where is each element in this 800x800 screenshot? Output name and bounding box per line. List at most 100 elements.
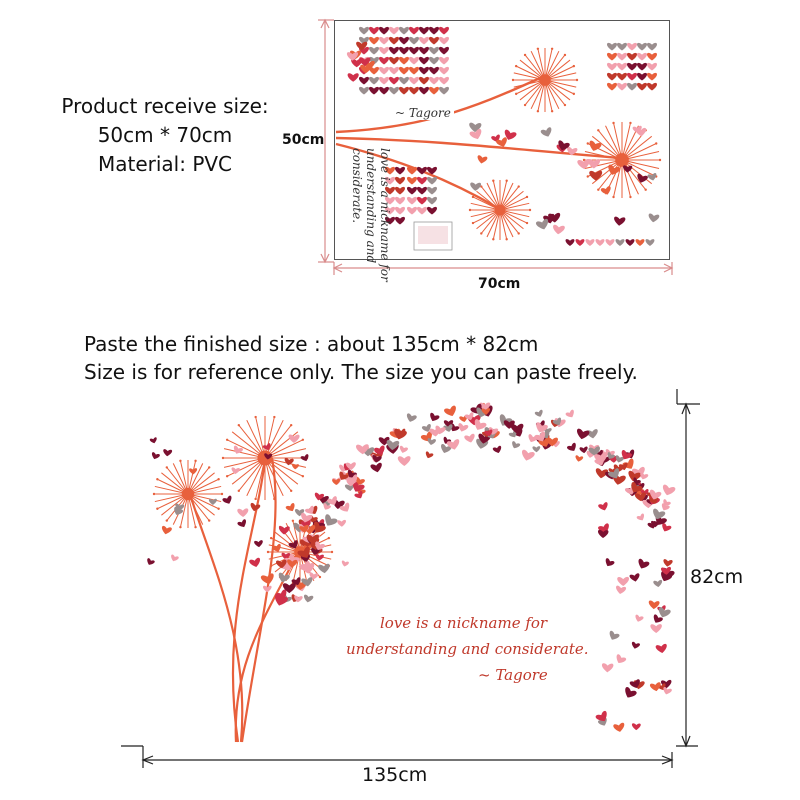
- heart-shape: [426, 176, 438, 185]
- heart-shape: [418, 36, 430, 45]
- heart-shape: [606, 72, 618, 81]
- heart-shape: [613, 722, 625, 732]
- heart-shape: [428, 66, 440, 75]
- dandelion-seed: [289, 423, 293, 427]
- heart-shape: [398, 66, 410, 75]
- dandelion-seed: [156, 507, 159, 510]
- heart-shape: [616, 42, 628, 51]
- dandelion-seed: [582, 158, 586, 162]
- heart-shape: [653, 508, 666, 520]
- heart-shape: [586, 429, 598, 439]
- heart-shape: [281, 552, 291, 560]
- heart-shape: [621, 449, 632, 460]
- heart-shape: [416, 186, 428, 195]
- heart-shape: [282, 583, 296, 594]
- heart-shape: [358, 76, 370, 85]
- heart-shape: [311, 548, 320, 556]
- heart-shape: [323, 502, 331, 510]
- heart-shape: [416, 196, 428, 205]
- heart-shape: [616, 62, 628, 71]
- heart-shape: [346, 479, 356, 487]
- heart-shape: [208, 498, 217, 505]
- heart-shape: [291, 463, 299, 470]
- heart-shape: [285, 502, 295, 512]
- heart-shape: [368, 56, 380, 65]
- heart-shape: [378, 66, 390, 75]
- heart-shape: [426, 206, 438, 215]
- heart-shape: [394, 196, 406, 205]
- heart-shape: [575, 239, 585, 246]
- heart-shape: [601, 663, 614, 673]
- heart-shape: [626, 62, 638, 71]
- heart-shape: [303, 594, 314, 603]
- heart-shape: [406, 176, 418, 185]
- dandelion-seed: [550, 47, 554, 51]
- heart-shape: [634, 492, 646, 502]
- heart-shape: [388, 46, 400, 55]
- heart-shape: [649, 682, 661, 692]
- heart-shape: [636, 72, 648, 81]
- heart-shape: [607, 452, 616, 459]
- heart-shape: [284, 457, 294, 466]
- heart-shape: [588, 446, 601, 456]
- heart-shape: [579, 446, 588, 454]
- heart-shape: [416, 166, 428, 175]
- heart-shape: [374, 446, 385, 456]
- heart-shape: [474, 419, 487, 430]
- heart-shape: [552, 417, 562, 426]
- heart-shape: [368, 36, 380, 45]
- dandelion-center: [494, 204, 506, 216]
- heart-shape: [378, 56, 390, 65]
- heart-shape: [598, 529, 609, 539]
- heart-shape: [614, 216, 626, 226]
- dandelion-seed: [480, 185, 483, 188]
- heart-shape: [616, 585, 627, 594]
- dandelion-seed: [563, 53, 567, 57]
- heart-shape: [631, 482, 643, 493]
- heart-shape: [589, 170, 603, 181]
- heart-shape: [626, 72, 638, 81]
- heart-shape: [623, 165, 633, 173]
- heart-shape: [351, 58, 363, 68]
- heart-shape: [626, 52, 638, 61]
- heart-shape: [237, 519, 246, 528]
- heart-shape: [535, 218, 549, 230]
- heart-shape: [484, 429, 493, 437]
- dandelion-seed: [550, 109, 554, 113]
- dandelion-seed: [597, 188, 600, 191]
- dandelion-seed: [254, 415, 257, 419]
- heart-shape: [428, 76, 440, 85]
- dandelion-seed: [327, 536, 331, 540]
- heart-shape: [438, 56, 450, 65]
- heart-shape: [398, 46, 410, 55]
- heart-shape: [408, 86, 420, 95]
- dandelion-seed: [528, 208, 532, 212]
- dandelion-seed: [269, 564, 273, 568]
- dandelion-seed: [156, 478, 159, 481]
- heart-shape: [606, 62, 618, 71]
- heart-shape: [231, 467, 240, 475]
- dandelion-seed: [575, 78, 579, 82]
- heart-shape: [663, 687, 672, 695]
- heart-shape: [408, 66, 420, 75]
- dandelion-seed: [207, 466, 211, 469]
- heart-shape: [278, 572, 290, 583]
- dandelion-seed: [273, 497, 276, 501]
- heart-shape: [368, 76, 380, 85]
- dandelion-seed: [536, 47, 540, 51]
- reference-note: Size is for reference only. The size you…: [84, 360, 638, 384]
- heart-shape: [605, 239, 615, 246]
- heart-shape: [546, 437, 558, 447]
- heart-shape: [662, 523, 672, 532]
- heart-shape: [618, 462, 628, 471]
- heart-shape: [298, 560, 310, 572]
- wall-quote-line-1: love is a nickname for: [380, 614, 548, 632]
- heart-shape: [608, 468, 620, 479]
- heart-shape: [616, 654, 627, 664]
- heart-shape: [567, 442, 576, 451]
- heart-shape: [358, 36, 370, 45]
- heart-shape: [398, 56, 410, 65]
- heart-shape: [313, 521, 326, 533]
- spec-material: Material: PVC: [97, 152, 233, 176]
- dandelion-seed: [207, 519, 211, 522]
